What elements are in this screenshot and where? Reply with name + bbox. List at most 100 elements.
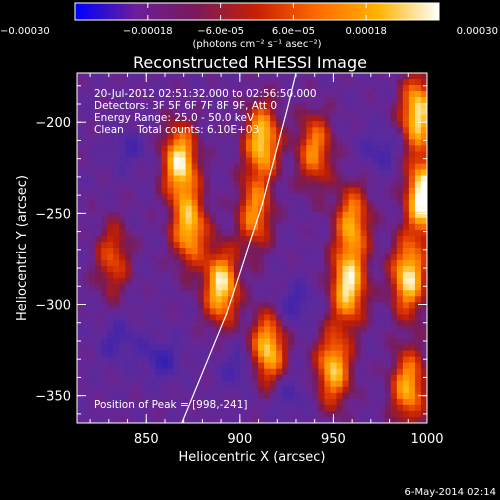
- heatmap-cell: [179, 290, 187, 297]
- heatmap-cell: [233, 145, 241, 153]
- heatmap-cell: [167, 278, 175, 285]
- heatmap-cell: [95, 296, 102, 303]
- heatmap-cell: [209, 272, 217, 279]
- heatmap-cell: [209, 356, 217, 364]
- heatmap-cell: [95, 248, 102, 255]
- heatmap-cell: [342, 211, 350, 219]
- heatmap-cell: [324, 193, 332, 201]
- heatmap-cell: [420, 139, 427, 147]
- heatmap-cell: [264, 223, 271, 231]
- heatmap-cell: [396, 181, 404, 189]
- heatmap-cell: [101, 91, 108, 98]
- heatmap-cell: [342, 103, 350, 110]
- heatmap-cell: [209, 308, 217, 315]
- heatmap-cell: [420, 326, 427, 334]
- heatmap-cell: [167, 272, 175, 279]
- heatmap-cell: [227, 254, 235, 261]
- heatmap-cell: [342, 235, 350, 243]
- heatmap-cell: [360, 248, 368, 255]
- heatmap-cell: [288, 404, 295, 412]
- heatmap-cell: [318, 260, 326, 267]
- heatmap-cell: [258, 332, 265, 340]
- heatmap-cell: [143, 356, 151, 364]
- heatmap-cell: [203, 248, 211, 255]
- heatmap-cell: [276, 217, 283, 225]
- heatmap-cell: [408, 193, 416, 201]
- heatmap-cell: [366, 115, 374, 122]
- heatmap-cell: [77, 308, 84, 315]
- heatmap-cell: [312, 344, 319, 352]
- x-tick-label: 1000: [410, 432, 443, 447]
- heatmap-cell: [233, 199, 241, 207]
- heatmap-cell: [137, 175, 144, 183]
- heatmap-cell: [239, 85, 247, 92]
- heatmap-cell: [77, 260, 84, 267]
- heatmap-cell: [233, 91, 241, 98]
- heatmap-cell: [113, 332, 120, 340]
- heatmap-cell: [125, 410, 132, 418]
- heatmap-cell: [203, 127, 211, 134]
- heatmap-cell: [276, 205, 283, 213]
- heatmap-cell: [227, 133, 235, 140]
- heatmap-cell: [203, 410, 211, 418]
- heatmap-cell: [276, 344, 283, 352]
- heatmap-cell: [252, 115, 259, 122]
- heatmap-cell: [402, 398, 410, 406]
- heatmap-cell: [348, 169, 356, 177]
- heatmap-cell: [161, 187, 169, 195]
- heatmap-cell: [221, 121, 229, 128]
- heatmap-cell: [95, 284, 102, 291]
- heatmap-cell: [215, 254, 223, 261]
- heatmap-cell: [107, 350, 114, 358]
- heatmap-cell: [300, 362, 307, 370]
- heatmap-cell: [179, 151, 187, 159]
- heatmap-cell: [360, 368, 368, 376]
- heatmap-cell: [125, 139, 132, 147]
- heatmap-cell: [179, 223, 187, 231]
- heatmap-cell: [173, 350, 181, 358]
- heatmap-cell: [318, 374, 326, 382]
- heatmap-cell: [300, 79, 307, 86]
- heatmap-cell: [258, 163, 265, 171]
- heatmap-cell: [276, 254, 283, 261]
- heatmap-cell: [239, 157, 247, 165]
- heatmap-cell: [360, 145, 368, 153]
- heatmap-cell: [107, 157, 114, 165]
- heatmap-cell: [131, 314, 138, 322]
- heatmap-cell: [167, 229, 175, 237]
- heatmap-cell: [420, 248, 427, 255]
- heatmap-cell: [420, 290, 427, 297]
- heatmap-cell: [360, 266, 368, 273]
- heatmap-cell: [167, 416, 175, 423]
- heatmap-cell: [89, 223, 96, 231]
- heatmap-cell: [239, 199, 247, 207]
- heatmap-cell: [101, 187, 108, 195]
- heatmap-cell: [155, 326, 163, 334]
- heatmap-cell: [366, 151, 374, 159]
- heatmap-cell: [294, 350, 301, 358]
- heatmap-cell: [408, 91, 416, 98]
- heatmap-cell: [384, 332, 392, 340]
- heatmap-cell: [101, 175, 108, 183]
- heatmap-cell: [137, 85, 144, 92]
- heatmap-cell: [125, 344, 132, 352]
- heatmap-cell: [77, 290, 84, 297]
- heatmap-cell: [270, 229, 277, 237]
- heatmap-cell: [264, 199, 271, 207]
- heatmap-cell: [312, 356, 319, 364]
- heatmap-cell: [143, 181, 151, 189]
- heatmap-cell: [107, 91, 114, 98]
- heatmap-cell: [113, 187, 120, 195]
- heatmap-cell: [282, 241, 289, 249]
- heatmap-cell: [402, 103, 410, 110]
- heatmap-cell: [318, 332, 326, 340]
- heatmap-cell: [137, 127, 144, 134]
- heatmap-cell: [258, 416, 265, 423]
- heatmap-cell: [221, 290, 229, 297]
- heatmap-cell: [77, 296, 84, 303]
- heatmap-cell: [227, 278, 235, 285]
- heatmap-cell: [173, 163, 181, 171]
- heatmap-cell: [372, 91, 380, 98]
- heatmap-cell: [300, 314, 307, 322]
- heatmap-cell: [83, 326, 90, 334]
